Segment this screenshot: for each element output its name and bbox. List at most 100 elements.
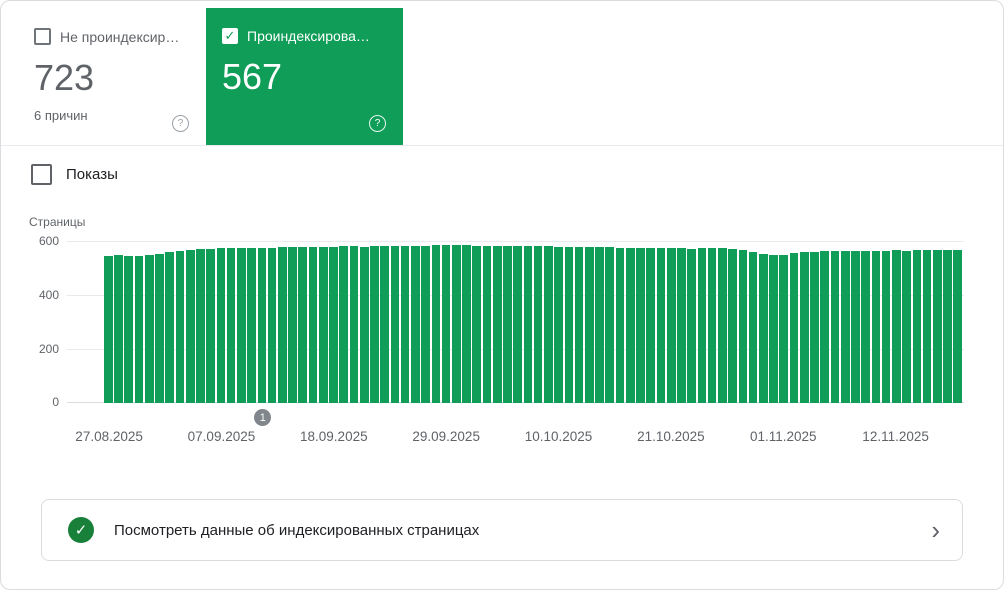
help-icon[interactable]: ? — [369, 115, 386, 132]
x-tick-label: 29.09.2025 — [412, 429, 480, 444]
chart-bar[interactable] — [759, 254, 768, 403]
chart-bar[interactable] — [585, 246, 594, 403]
chart-bar[interactable] — [482, 245, 492, 403]
chart-bar[interactable] — [820, 251, 830, 403]
chart-bar[interactable] — [871, 251, 881, 403]
indexed-checkbox[interactable]: ✓ — [222, 28, 238, 44]
chart-bar[interactable] — [247, 247, 256, 403]
chart-bar[interactable] — [953, 249, 963, 403]
chart-bar[interactable] — [114, 255, 123, 403]
chart-bar[interactable] — [134, 255, 144, 403]
chart-bar[interactable] — [687, 248, 696, 403]
card-not-indexed[interactable]: Не проиндексир… 723 6 причин ? — [9, 8, 206, 145]
chart-bar[interactable] — [370, 246, 379, 403]
chart-bar[interactable] — [144, 255, 154, 403]
chart-bar[interactable] — [165, 252, 175, 403]
chart-bar[interactable] — [503, 245, 512, 403]
chart-bar[interactable] — [625, 247, 635, 403]
chart-bar[interactable] — [175, 251, 185, 403]
chart-bar[interactable] — [738, 250, 748, 403]
chevron-right-icon[interactable]: › — [931, 515, 940, 545]
chart-bar[interactable] — [943, 250, 952, 403]
chart-bar[interactable] — [185, 250, 195, 403]
chart-bar[interactable] — [277, 247, 287, 403]
chart-bar[interactable] — [595, 247, 604, 403]
chart-bar[interactable] — [329, 246, 338, 403]
card-indexed[interactable]: ✓ Проиндексирова… 567 ? — [206, 8, 403, 145]
impressions-toggle[interactable]: Показы — [31, 164, 118, 185]
chart-bar[interactable] — [421, 245, 430, 403]
chart-bar[interactable] — [390, 246, 400, 403]
chart-bar[interactable] — [349, 246, 359, 403]
chart-bar[interactable] — [666, 248, 676, 403]
help-icon[interactable]: ? — [172, 115, 189, 132]
chart-bar[interactable] — [124, 256, 134, 403]
chart-bar[interactable] — [298, 246, 308, 403]
chart-bar[interactable] — [615, 247, 625, 403]
chart-plot[interactable]: 1 600 400 200 0 — [39, 234, 964, 426]
chart-bar[interactable] — [155, 253, 164, 403]
chart-bar[interactable] — [523, 246, 533, 403]
chart-bar[interactable] — [718, 248, 727, 403]
chart-bar[interactable] — [636, 247, 645, 403]
chart-bar[interactable] — [257, 247, 267, 403]
chart-bar[interactable] — [554, 246, 563, 403]
chart-bar[interactable] — [605, 247, 615, 403]
chart-bar[interactable] — [810, 251, 819, 403]
chart-bar[interactable] — [359, 246, 369, 403]
chart-bar[interactable] — [206, 248, 215, 403]
chart-bar[interactable] — [912, 250, 922, 403]
chart-bar[interactable] — [932, 250, 942, 403]
chart-bar[interactable] — [216, 248, 226, 403]
not-indexed-checkbox[interactable] — [34, 28, 51, 45]
chart-bar[interactable] — [779, 254, 789, 403]
x-tick-label: 01.11.2025 — [749, 429, 817, 444]
chart-bar[interactable] — [840, 250, 850, 403]
chart-bar[interactable] — [769, 255, 778, 403]
chart-bar[interactable] — [267, 247, 277, 403]
chart-bar[interactable] — [196, 249, 205, 403]
chart-bar[interactable] — [861, 251, 870, 403]
chart-bar[interactable] — [697, 248, 707, 403]
chart-bar[interactable] — [237, 247, 246, 403]
chart-bar[interactable] — [411, 245, 420, 403]
chart-bar[interactable] — [748, 252, 758, 403]
chart-bar[interactable] — [728, 249, 737, 403]
chart-bar[interactable] — [881, 250, 891, 403]
chart-bar[interactable] — [492, 245, 502, 403]
chart-bar[interactable] — [380, 246, 389, 403]
chart-bar[interactable] — [544, 246, 553, 403]
chart-bar[interactable] — [922, 250, 932, 403]
chart-bar[interactable] — [892, 250, 901, 403]
checkmark-icon: ✓ — [74, 522, 88, 539]
chart-bar[interactable] — [677, 248, 686, 403]
chart-bar[interactable] — [308, 246, 318, 403]
impressions-checkbox[interactable] — [31, 164, 52, 185]
chart-bar[interactable] — [472, 245, 482, 403]
chart-bar[interactable] — [656, 248, 666, 403]
chart-bar[interactable] — [851, 251, 860, 403]
chart-bar[interactable] — [902, 250, 911, 403]
chart-bar[interactable] — [104, 255, 113, 403]
view-indexed-pages-link[interactable]: ✓ Посмотреть данные об индексированных с… — [41, 499, 963, 561]
chart-bar[interactable] — [451, 245, 461, 403]
chart-annotation-marker[interactable]: 1 — [254, 409, 272, 426]
chart-bar[interactable] — [513, 246, 523, 403]
help-glyph: ? — [177, 118, 184, 129]
chart-bar[interactable] — [707, 247, 717, 403]
chart-bar[interactable] — [462, 245, 471, 403]
chart-bar[interactable] — [564, 246, 574, 403]
chart-bar[interactable] — [441, 245, 451, 403]
chart-bar[interactable] — [799, 252, 809, 403]
chart-bar[interactable] — [400, 245, 410, 403]
chart-bar[interactable] — [646, 247, 656, 403]
chart-bar[interactable] — [339, 246, 349, 403]
chart-bar[interactable] — [789, 253, 799, 403]
chart-bar[interactable] — [431, 245, 441, 403]
chart-bar[interactable] — [226, 248, 236, 403]
chart-bar[interactable] — [533, 246, 543, 403]
chart-bar[interactable] — [318, 246, 328, 403]
chart-bar[interactable] — [830, 251, 840, 403]
chart-bar[interactable] — [574, 246, 584, 403]
chart-bar[interactable] — [288, 247, 297, 403]
